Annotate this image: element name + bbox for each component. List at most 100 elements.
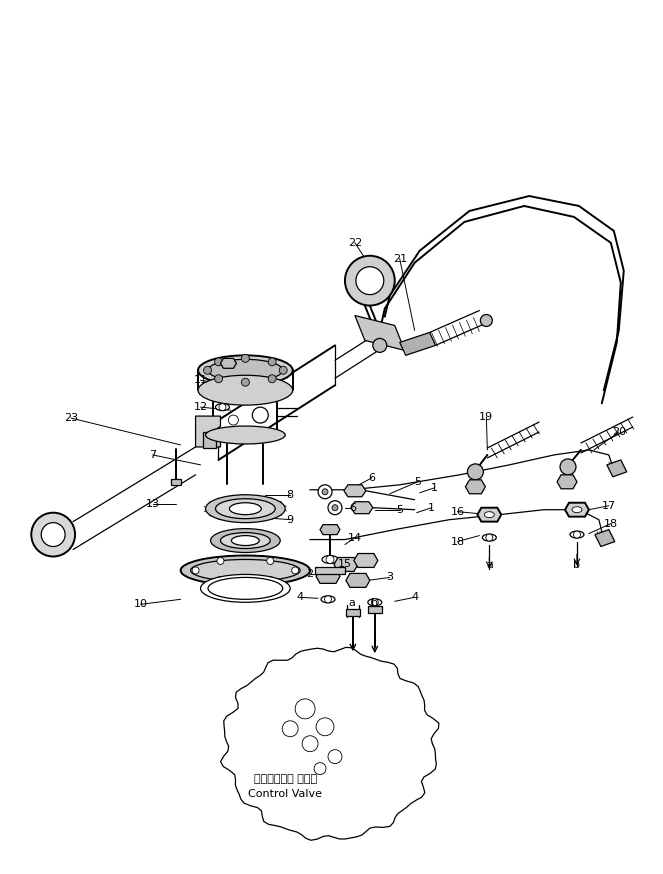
Polygon shape <box>607 460 627 477</box>
Text: a: a <box>349 599 355 608</box>
Text: 15: 15 <box>338 559 352 570</box>
Circle shape <box>279 366 287 374</box>
Circle shape <box>560 459 576 475</box>
Text: 11: 11 <box>194 375 208 385</box>
Circle shape <box>573 531 580 538</box>
Polygon shape <box>351 502 373 514</box>
Circle shape <box>328 750 342 764</box>
Circle shape <box>204 366 211 374</box>
Text: 7: 7 <box>149 450 156 460</box>
Text: 5: 5 <box>414 477 421 487</box>
Text: 5: 5 <box>396 504 403 515</box>
Text: 6: 6 <box>349 503 357 513</box>
Text: 14: 14 <box>348 532 362 543</box>
Ellipse shape <box>322 556 338 564</box>
Ellipse shape <box>198 356 292 385</box>
Polygon shape <box>344 485 366 496</box>
Ellipse shape <box>200 574 290 602</box>
Circle shape <box>229 415 239 425</box>
Text: 10: 10 <box>134 600 148 609</box>
Circle shape <box>217 558 224 565</box>
Ellipse shape <box>572 507 582 513</box>
Text: 8: 8 <box>286 489 294 500</box>
Polygon shape <box>465 480 485 494</box>
Polygon shape <box>315 567 345 574</box>
Polygon shape <box>346 609 360 616</box>
Ellipse shape <box>206 495 285 523</box>
Polygon shape <box>355 316 404 350</box>
Text: a: a <box>486 560 493 571</box>
Circle shape <box>328 501 342 515</box>
FancyBboxPatch shape <box>202 432 217 448</box>
Polygon shape <box>557 475 577 489</box>
Circle shape <box>267 577 274 584</box>
Ellipse shape <box>190 559 300 581</box>
Polygon shape <box>368 607 382 614</box>
Polygon shape <box>354 553 378 567</box>
Circle shape <box>282 721 298 737</box>
Ellipse shape <box>211 529 280 552</box>
Circle shape <box>267 558 274 565</box>
Circle shape <box>217 577 224 584</box>
Circle shape <box>314 763 326 774</box>
Polygon shape <box>316 570 340 583</box>
Polygon shape <box>334 558 358 572</box>
Ellipse shape <box>215 404 229 411</box>
Circle shape <box>373 338 387 352</box>
Text: 20: 20 <box>612 427 626 437</box>
Circle shape <box>241 378 249 386</box>
Ellipse shape <box>208 359 282 381</box>
Circle shape <box>268 375 276 383</box>
Circle shape <box>345 256 394 306</box>
Circle shape <box>322 489 328 495</box>
Circle shape <box>253 407 269 423</box>
Circle shape <box>316 718 334 736</box>
Circle shape <box>219 404 226 411</box>
Ellipse shape <box>483 534 497 541</box>
Circle shape <box>192 567 199 574</box>
Circle shape <box>41 523 65 546</box>
Circle shape <box>324 596 332 603</box>
Circle shape <box>318 485 332 499</box>
Ellipse shape <box>229 503 261 515</box>
Polygon shape <box>400 332 436 356</box>
Text: 1: 1 <box>428 503 435 513</box>
Circle shape <box>371 599 379 606</box>
Ellipse shape <box>570 531 584 538</box>
Polygon shape <box>565 503 589 517</box>
Polygon shape <box>196 416 221 447</box>
Ellipse shape <box>368 599 382 606</box>
Ellipse shape <box>231 536 259 545</box>
Circle shape <box>467 464 483 480</box>
Circle shape <box>356 267 384 295</box>
Ellipse shape <box>485 511 495 517</box>
Text: Control Valve: Control Valve <box>248 788 322 799</box>
Text: 9: 9 <box>286 515 294 524</box>
Polygon shape <box>346 573 370 587</box>
Circle shape <box>332 504 338 510</box>
Text: 17: 17 <box>602 501 616 510</box>
Polygon shape <box>320 524 340 535</box>
Text: 18: 18 <box>450 537 465 546</box>
Text: 12: 12 <box>194 402 208 413</box>
Circle shape <box>241 354 249 363</box>
Text: 18: 18 <box>604 518 618 529</box>
Text: 4: 4 <box>411 593 418 602</box>
Circle shape <box>292 567 298 574</box>
Text: 23: 23 <box>64 413 78 423</box>
Text: 3: 3 <box>387 572 393 582</box>
Polygon shape <box>221 358 237 368</box>
Circle shape <box>215 357 223 366</box>
Ellipse shape <box>215 499 275 518</box>
Text: 4: 4 <box>296 593 304 602</box>
Polygon shape <box>477 508 501 522</box>
Circle shape <box>31 513 75 557</box>
Text: b: b <box>371 599 379 608</box>
Ellipse shape <box>180 556 310 586</box>
Circle shape <box>215 375 223 383</box>
Circle shape <box>481 315 493 327</box>
Text: 6: 6 <box>369 473 375 482</box>
Text: 13: 13 <box>146 499 160 509</box>
Ellipse shape <box>221 532 271 549</box>
Ellipse shape <box>321 596 335 603</box>
